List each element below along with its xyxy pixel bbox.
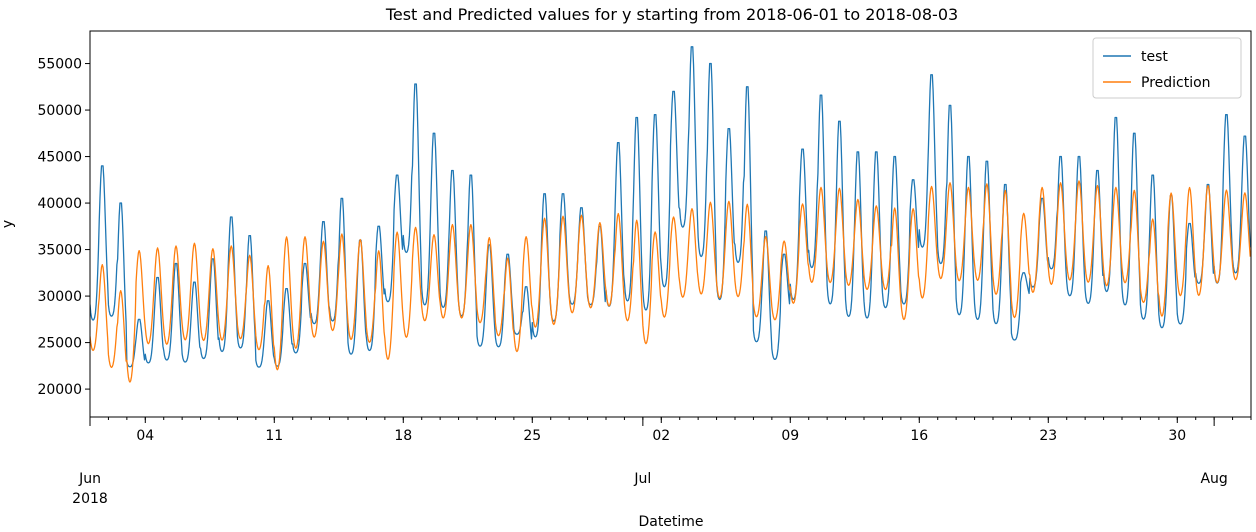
- x-axis: 04 11 18 25 02 09 16 23 30 Jun 2018 Jul Aug: [72, 417, 1252, 507]
- x-tick-label: 30: [1168, 428, 1186, 444]
- y-tick-label: 45000: [37, 150, 82, 166]
- x-tick-label: 04: [136, 428, 154, 444]
- x-tick-label: 09: [781, 428, 799, 444]
- x-tick-label: 23: [1039, 428, 1057, 444]
- y-tick-label: 50000: [37, 103, 82, 119]
- x-major-sublabel: 2018: [72, 491, 108, 507]
- plot-frame: [89, 30, 1252, 418]
- y-tick-label: 20000: [37, 382, 82, 398]
- legend-label-test: test: [1141, 49, 1168, 65]
- x-axis-label: Datetime: [638, 514, 703, 530]
- plot-area: [89, 30, 1252, 418]
- x-tick-label: 16: [910, 428, 928, 444]
- series-group: [90, 46, 1251, 383]
- x-major-label: Jul: [633, 471, 651, 487]
- y-axis-label: y: [0, 220, 16, 228]
- x-tick-label: 18: [394, 428, 412, 444]
- legend-box: [1092, 37, 1242, 99]
- legend: test Prediction: [1092, 37, 1242, 99]
- x-major-label: Aug: [1200, 471, 1227, 487]
- y-tick-label: 25000: [37, 336, 82, 352]
- y-tick-label: 30000: [37, 289, 82, 305]
- y-tick-label: 55000: [37, 57, 82, 73]
- x-tick-label: 25: [523, 428, 541, 444]
- x-tick-label: 11: [265, 428, 283, 444]
- y-tick-label: 35000: [37, 243, 82, 259]
- legend-label-prediction: Prediction: [1141, 75, 1211, 91]
- x-major-label: Jun: [78, 471, 101, 487]
- chart-title: Test and Predicted values for y starting…: [385, 5, 958, 24]
- series-line-prediction: [90, 180, 1251, 383]
- y-axis: 20000 25000 30000 35000 40000 45000 50000 55000: [37, 57, 90, 398]
- x-tick-label: 02: [652, 428, 670, 444]
- y-tick-label: 40000: [37, 196, 82, 212]
